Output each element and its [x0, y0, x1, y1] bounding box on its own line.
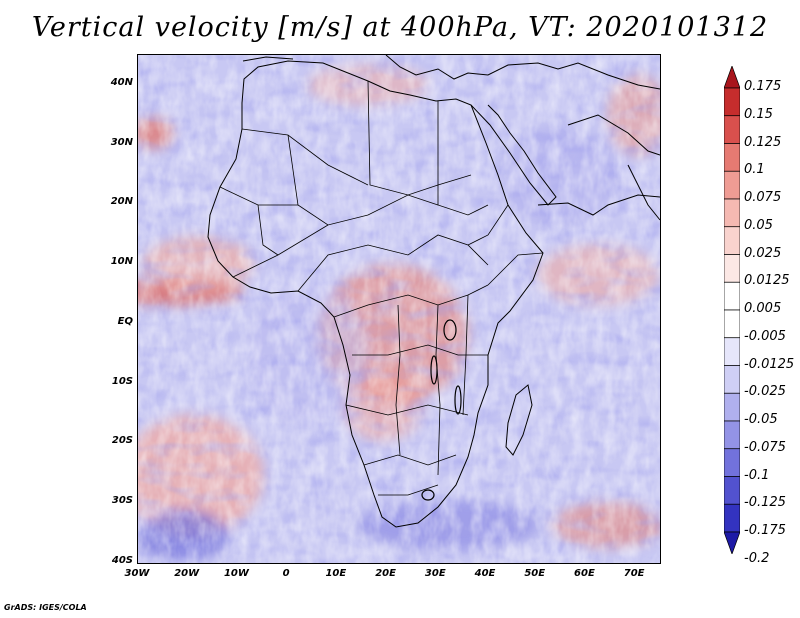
map-title: Vertical velocity [m/s] at 400hPa, VT: 2…: [31, 12, 769, 43]
colorbar-label: -0.05: [744, 412, 778, 427]
lon-label: 30E: [424, 568, 446, 579]
colorbar-swatch: [724, 392, 740, 422]
colorbar-swatch: [724, 254, 740, 283]
colorbar-label: -0.2: [744, 550, 770, 566]
colorbar-swatch: [724, 87, 740, 117]
colorbar-label: 0.005: [744, 301, 782, 316]
lakes: [421, 319, 462, 501]
lon-label: 10E: [325, 568, 347, 579]
lon-label: 40E: [474, 568, 496, 579]
lon-label: 30W: [124, 568, 150, 579]
lat-label: 30N: [110, 136, 133, 148]
lon-label: 20E: [375, 568, 396, 579]
map-panel: [137, 54, 661, 564]
lon-label: 60E: [574, 568, 595, 579]
lon-label: 0: [282, 568, 290, 579]
colorbar-swatch: [724, 198, 740, 228]
madagascar: [505, 384, 533, 456]
colorbar-swatch: [724, 309, 740, 339]
colorbar-swatch: [724, 226, 740, 255]
colorbar-swatch: [724, 281, 740, 311]
colorbar-label: -0.025: [744, 384, 786, 400]
country-borders: [219, 80, 544, 496]
colorbar-label: -0.175: [744, 523, 786, 538]
white-streaks: [138, 55, 660, 563]
colorbar-swatch: [724, 66, 740, 89]
lat-label: EQ: [117, 315, 133, 327]
lat-label: 20N: [110, 196, 133, 208]
lon-label: 50E: [524, 568, 546, 579]
colorbar-swatch: [724, 337, 740, 366]
colorbar-label: 0.05: [744, 217, 773, 233]
colorbar-swatch: [724, 503, 740, 533]
lat-label: 40S: [111, 555, 133, 566]
velocity-field: [138, 55, 660, 563]
colorbar-label: -0.005: [744, 328, 786, 344]
lat-label: 20S: [111, 435, 133, 447]
colorbar-label: 0.125: [744, 134, 782, 150]
grads-credit: GrADS: IGES/COLA: [4, 603, 87, 612]
colorbar-label: 0.025: [744, 245, 782, 261]
colorbar: [724, 66, 740, 554]
lon-label: 70E: [623, 568, 645, 579]
lat-label: 40N: [110, 76, 133, 88]
lat-label: 10S: [111, 375, 133, 387]
colorbar-swatch: [724, 143, 740, 172]
colorbar-label: 0.1: [744, 162, 765, 178]
colorbar-swatch: [724, 531, 740, 554]
colorbar-swatch: [724, 420, 740, 450]
colorbar-label: -0.0125: [744, 356, 795, 372]
colorbar-label: 0.175: [744, 79, 782, 94]
lon-label: 20W: [174, 568, 200, 579]
colorbar-label: -0.1: [744, 467, 770, 483]
colorbar-label: -0.125: [744, 495, 786, 511]
lat-label: 10N: [110, 256, 133, 268]
colorbar-label: 0.075: [744, 190, 782, 205]
lon-label: 10W: [223, 568, 249, 579]
lat-label: 30S: [111, 495, 133, 507]
colorbar-swatch: [724, 448, 740, 477]
colorbar-label: 0.15: [744, 106, 773, 122]
colorbar-label: -0.075: [744, 439, 786, 455]
colorbar-label: 0.0125: [744, 273, 790, 289]
colorbar-swatch: [724, 170, 740, 200]
colorbar-swatch: [724, 476, 740, 505]
colorbar-swatch: [724, 115, 740, 144]
colorbar-swatch: [724, 365, 740, 394]
